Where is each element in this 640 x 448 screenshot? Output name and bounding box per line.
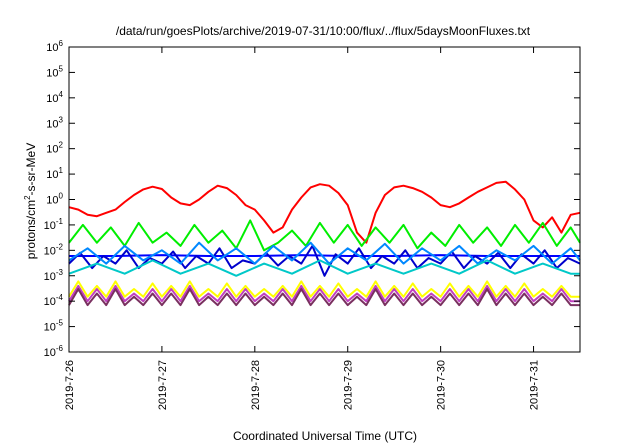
series-line-8 [68, 288, 580, 307]
y-tick-label: 100 [46, 192, 63, 207]
y-axis-title-pre: protons/cm [24, 200, 38, 259]
series-line-6 [68, 280, 580, 298]
y-axis-title-sup: 2 [23, 195, 32, 200]
x-tick-label: 2019-7-30 [436, 360, 448, 410]
svg-text:protons/cm2-s-sr-MeV: protons/cm2-s-sr-MeV [23, 143, 38, 259]
x-tick-label: 2019-7-27 [157, 360, 169, 410]
y-tick-label: 103 [46, 115, 63, 130]
y-axis: 10-6 10-5 10-4 10-3 10-2 10-1 100 101 102 103 104 1… [44, 39, 580, 359]
y-tick-label: 10-1 [44, 217, 64, 232]
series-line-0 [68, 180, 581, 244]
x-tick-label: 2019-7-31 [529, 360, 541, 410]
y-tick-label: 10-2 [44, 242, 64, 257]
y-tick-label: 10-5 [44, 319, 64, 334]
y-tick-label: 10-4 [44, 293, 64, 308]
y-tick-label: 106 [46, 39, 63, 54]
chart-title: /data/run/goesPlots/archive/2019-07-31/1… [116, 24, 531, 38]
x-axis-title: Coordinated Universal Time (UTC) [233, 429, 417, 443]
x-axis: 2019-7-26 2019-7-27 2019-7-28 2019-7-29 2019… [64, 47, 541, 410]
series-line-1 [68, 219, 581, 252]
y-axis-title-post: -s-sr-MeV [24, 143, 38, 196]
x-tick-label: 2019-7-29 [343, 360, 355, 410]
x-tick-label: 2019-7-26 [64, 360, 76, 410]
series-line-7 [68, 284, 580, 303]
y-axis-title: protons/cm2-s-sr-MeV [23, 143, 38, 259]
y-tick-label: 102 [46, 141, 63, 156]
y-tick-label: 101 [46, 166, 63, 181]
y-tick-label: 104 [46, 90, 63, 105]
y-tick-label: 105 [46, 64, 63, 79]
y-tick-label: 10-6 [44, 344, 64, 359]
series-line-2 [69, 254, 580, 257]
series-line-3 [68, 244, 581, 277]
plot-frame [68, 46, 581, 353]
series-layer [68, 180, 581, 307]
x-tick-label: 2019-7-28 [250, 360, 262, 410]
y-tick-label: 10-3 [44, 268, 64, 283]
series-line-5 [68, 259, 580, 277]
series-line-4 [68, 241, 581, 265]
